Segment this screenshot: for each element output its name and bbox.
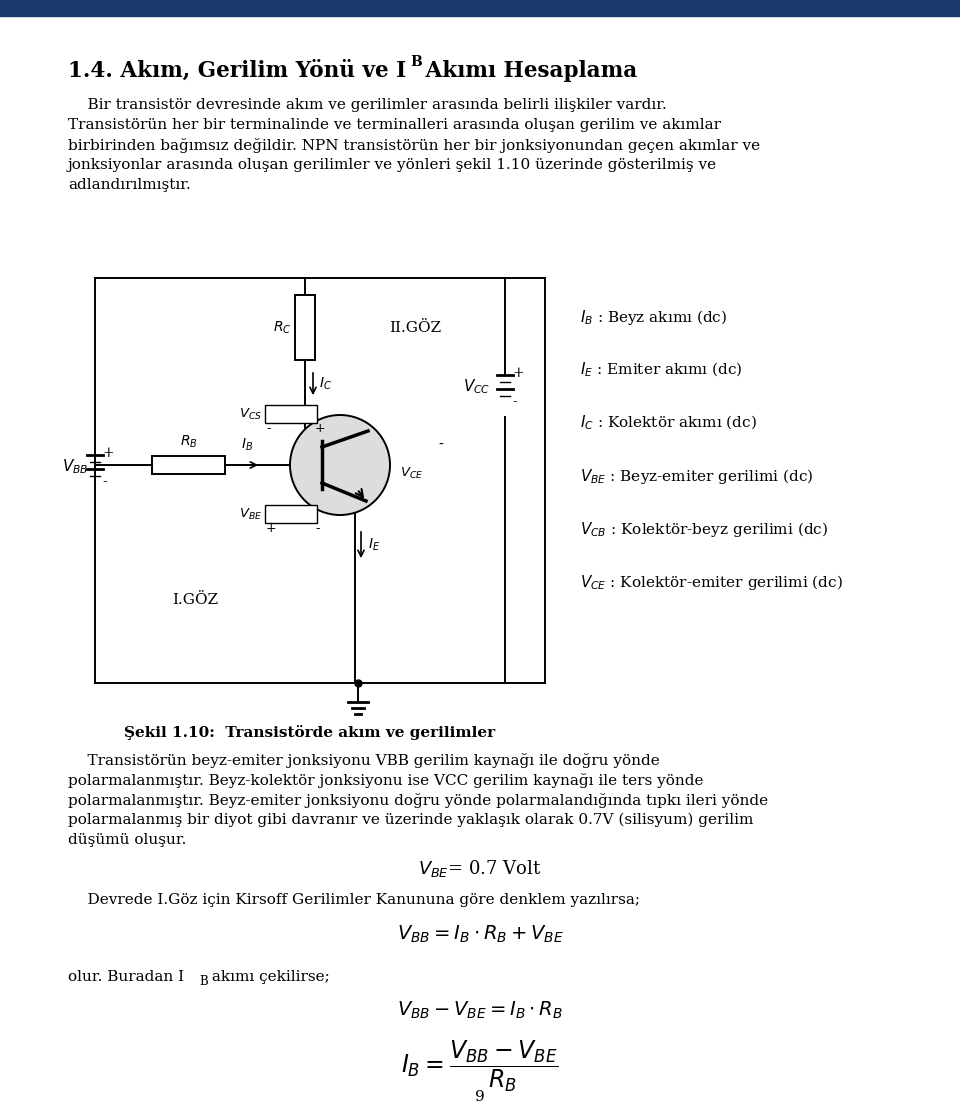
Text: jonksiyonlar arasında oluşan gerilimler ve yönleri şekil 1.10 üzerinde gösterilm: jonksiyonlar arasında oluşan gerilimler … bbox=[68, 158, 717, 172]
Text: $V_{CE}$: $V_{CE}$ bbox=[400, 466, 423, 480]
Text: -: - bbox=[438, 438, 443, 451]
Text: I.GÖZ: I.GÖZ bbox=[172, 593, 218, 607]
Text: 1.4. Akım, Gerilim Yönü ve I: 1.4. Akım, Gerilim Yönü ve I bbox=[68, 60, 406, 82]
Text: II.GÖZ: II.GÖZ bbox=[389, 321, 441, 335]
Text: $V_{BE}$: $V_{BE}$ bbox=[239, 506, 262, 522]
Text: $I_B$: $I_B$ bbox=[241, 437, 253, 453]
Text: B: B bbox=[410, 54, 421, 69]
Circle shape bbox=[290, 415, 390, 515]
Text: $I_E$ : Emiter akımı (dc): $I_E$ : Emiter akımı (dc) bbox=[580, 361, 743, 379]
Text: Bir transistör devresinde akım ve gerilimler arasında belirli ilişkiler vardır.: Bir transistör devresinde akım ve gerili… bbox=[68, 98, 667, 112]
Text: $V_{CC}$: $V_{CC}$ bbox=[463, 378, 490, 396]
Text: polarmalanmıştır. Beyz-kolektör jonksiyonu ise VCC gerilim kaynağı ile ters yönd: polarmalanmıştır. Beyz-kolektör jonksiyo… bbox=[68, 773, 704, 788]
Text: $I_E$: $I_E$ bbox=[368, 537, 380, 553]
Text: $V_{BE}$= 0.7 Volt: $V_{BE}$= 0.7 Volt bbox=[419, 858, 541, 878]
Text: +: + bbox=[266, 523, 276, 536]
Text: -: - bbox=[266, 423, 271, 436]
Text: $V_{CE}$ : Kolektör-emiter gerilimi (dc): $V_{CE}$ : Kolektör-emiter gerilimi (dc) bbox=[580, 573, 843, 592]
Text: adlandırılmıştır.: adlandırılmıştır. bbox=[68, 178, 191, 192]
Text: $V_{BB} - V_{BE} = I_B \cdot R_B$: $V_{BB} - V_{BE} = I_B \cdot R_B$ bbox=[397, 1000, 563, 1021]
Text: $I_C$ : Kolektör akımı (dc): $I_C$ : Kolektör akımı (dc) bbox=[580, 414, 756, 433]
Text: $I_B$ : Beyz akımı (dc): $I_B$ : Beyz akımı (dc) bbox=[580, 308, 728, 327]
Bar bbox=[265, 405, 317, 423]
Text: birbirinden bağımsız değildir. NPN transistörün her bir jonksiyonundan geçen akı: birbirinden bağımsız değildir. NPN trans… bbox=[68, 138, 760, 153]
Text: $R_B$: $R_B$ bbox=[180, 434, 198, 450]
Text: -: - bbox=[315, 523, 320, 536]
Bar bbox=[152, 456, 225, 474]
Text: +: + bbox=[287, 415, 298, 427]
Text: $V_{BE}$ : Beyz-emiter gerilimi (dc): $V_{BE}$ : Beyz-emiter gerilimi (dc) bbox=[580, 467, 813, 486]
Text: $V_{CS}$: $V_{CS}$ bbox=[239, 407, 262, 421]
Text: Şekil 1.10:  Transistörde akım ve gerilimler: Şekil 1.10: Transistörde akım ve gerilim… bbox=[125, 725, 495, 739]
Text: +: + bbox=[102, 446, 113, 460]
Text: polarmalanmış bir diyot gibi davranır ve üzerinde yaklaşık olarak 0.7V (silisyum: polarmalanmış bir diyot gibi davranır ve… bbox=[68, 813, 754, 827]
Text: -: - bbox=[512, 395, 516, 409]
Bar bbox=[265, 505, 317, 523]
Text: $I_C$: $I_C$ bbox=[319, 376, 332, 393]
Text: +: + bbox=[309, 415, 320, 427]
Text: olur. Buradan I: olur. Buradan I bbox=[68, 970, 184, 984]
Text: düşümü oluşur.: düşümü oluşur. bbox=[68, 833, 186, 847]
Text: $R_C$: $R_C$ bbox=[273, 319, 291, 336]
Text: Akımı Hesaplama: Akımı Hesaplama bbox=[418, 60, 637, 82]
Text: +: + bbox=[315, 423, 325, 436]
Text: Devrede I.Göz için Kirsoff Gerilimler Kanununa göre denklem yazılırsa;: Devrede I.Göz için Kirsoff Gerilimler Ka… bbox=[68, 893, 640, 907]
Text: -: - bbox=[102, 475, 107, 489]
Text: $V_{BB} = I_B \cdot R_B + V_{BE}$: $V_{BB} = I_B \cdot R_B + V_{BE}$ bbox=[396, 924, 564, 945]
Bar bbox=[0, 0, 960, 16]
Text: $I_B = \dfrac{V_{BB} - V_{BE}}{R_B}$: $I_B = \dfrac{V_{BB} - V_{BE}}{R_B}$ bbox=[401, 1037, 559, 1094]
Text: Transistörün her bir terminalinde ve terminalleri arasında oluşan gerilim ve akı: Transistörün her bir terminalinde ve ter… bbox=[68, 118, 721, 132]
Text: $V_{CB}$ : Kolektör-beyz gerilimi (dc): $V_{CB}$ : Kolektör-beyz gerilimi (dc) bbox=[580, 520, 828, 539]
Text: Transistörün beyz-emiter jonksiyonu VBB gerilim kaynağı ile doğru yönde: Transistörün beyz-emiter jonksiyonu VBB … bbox=[68, 753, 660, 768]
Text: +: + bbox=[512, 366, 523, 380]
Text: akımı çekilirse;: akımı çekilirse; bbox=[207, 970, 329, 984]
Bar bbox=[295, 295, 315, 360]
Text: polarmalanmıştır. Beyz-emiter jonksiyonu doğru yönde polarmalandığında tıpkı ile: polarmalanmıştır. Beyz-emiter jonksiyonu… bbox=[68, 793, 768, 808]
Text: B: B bbox=[199, 975, 207, 987]
Text: 9: 9 bbox=[475, 1090, 485, 1104]
Text: $V_{BB}$: $V_{BB}$ bbox=[61, 458, 88, 476]
